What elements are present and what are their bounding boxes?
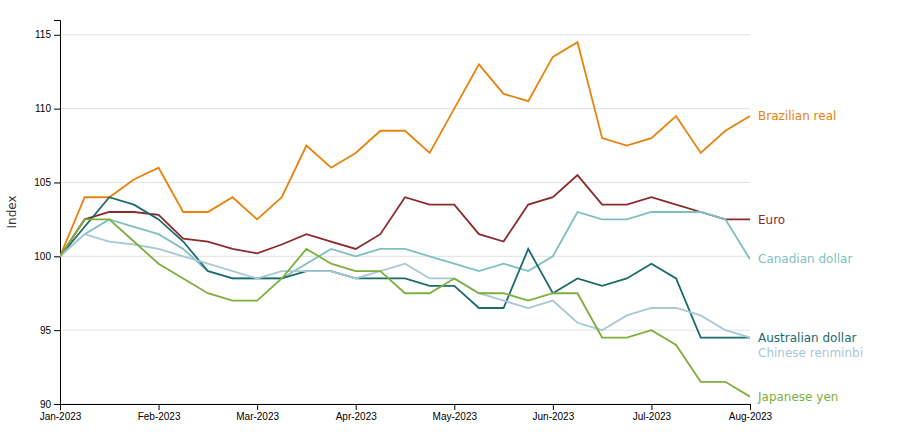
tick: Jul-2023 bbox=[633, 404, 672, 422]
tick-mark bbox=[54, 109, 60, 110]
series-label: Chinese renminbi bbox=[758, 346, 863, 360]
series-labels: Brazilian real Euro Canadian dollar Austral… bbox=[757, 109, 863, 404]
lines bbox=[60, 42, 750, 396]
series-label: Japanese yen bbox=[757, 390, 838, 404]
line bbox=[60, 234, 750, 337]
grid-line bbox=[60, 256, 750, 257]
tick-mark bbox=[54, 330, 60, 331]
tick-mark bbox=[651, 404, 652, 410]
tick: Jan-2023 bbox=[40, 404, 82, 422]
tick: Mar-2023 bbox=[236, 404, 279, 422]
tick-mark bbox=[60, 404, 61, 410]
tick-label: 90 bbox=[40, 399, 52, 410]
line bbox=[60, 219, 750, 396]
tick-label: 105 bbox=[34, 177, 51, 188]
tick: 115 bbox=[35, 29, 60, 40]
series-label: Brazilian real bbox=[758, 109, 836, 123]
tick: Jun-2023 bbox=[533, 404, 575, 422]
tick-mark bbox=[159, 404, 160, 410]
tick: 110 bbox=[35, 103, 60, 114]
tick-mark bbox=[750, 404, 751, 410]
tick-label: Apr-2023 bbox=[336, 411, 378, 422]
axis-line bbox=[54, 21, 61, 405]
tick-label: Jul-2023 bbox=[633, 411, 672, 422]
tick: 90 bbox=[40, 399, 60, 410]
tick-label: 95 bbox=[40, 325, 52, 336]
grid-line bbox=[60, 34, 750, 35]
tick-mark bbox=[54, 404, 60, 405]
tick-mark bbox=[553, 404, 554, 410]
line bbox=[60, 212, 750, 278]
axis-title: Index bbox=[5, 195, 19, 228]
grid-line bbox=[60, 182, 750, 183]
y-axis: 90 95 100 105 110 115 bbox=[34, 21, 60, 410]
tick-label: Jun-2023 bbox=[533, 411, 575, 422]
tick: 100 bbox=[34, 251, 60, 262]
tick: 105 bbox=[34, 177, 60, 188]
tick-label: Jan-2023 bbox=[40, 411, 82, 422]
tick-label: 100 bbox=[34, 251, 51, 262]
tick-mark bbox=[54, 182, 60, 183]
chart: 90 95 100 105 110 115 Jan-2023 Feb-2023 Mar-2023… bbox=[0, 0, 900, 444]
tick-mark bbox=[454, 404, 455, 410]
tick-mark bbox=[356, 404, 357, 410]
tick: Feb-2023 bbox=[138, 404, 181, 422]
tick-label: 110 bbox=[35, 103, 51, 114]
tick-label: 115 bbox=[35, 29, 51, 40]
tick: Apr-2023 bbox=[336, 404, 378, 422]
tick: May-2023 bbox=[433, 404, 478, 422]
tick-label: May-2023 bbox=[433, 411, 478, 422]
plot: 90 95 100 105 110 115 Jan-2023 Feb-2023 Mar-2023… bbox=[34, 21, 772, 423]
tick-label: Mar-2023 bbox=[236, 411, 279, 422]
axis-line bbox=[61, 405, 751, 411]
tick-mark bbox=[257, 404, 258, 410]
series-label: Australian dollar bbox=[758, 331, 856, 345]
grid-line bbox=[60, 330, 750, 331]
tick-mark bbox=[54, 35, 60, 36]
line bbox=[60, 175, 750, 256]
tick-label: Feb-2023 bbox=[138, 411, 181, 422]
x-axis: Jan-2023 Feb-2023 Mar-2023 Apr-2023 May-2023… bbox=[40, 404, 773, 422]
tick: 95 bbox=[40, 325, 60, 336]
series-label: Euro bbox=[758, 213, 785, 227]
grid-line bbox=[60, 108, 750, 109]
series-label: Canadian dollar bbox=[758, 252, 852, 266]
tick-mark bbox=[54, 256, 60, 257]
tick: Aug-2023 bbox=[729, 404, 773, 422]
grid bbox=[60, 35, 750, 404]
tick-label: Aug-2023 bbox=[729, 411, 773, 422]
